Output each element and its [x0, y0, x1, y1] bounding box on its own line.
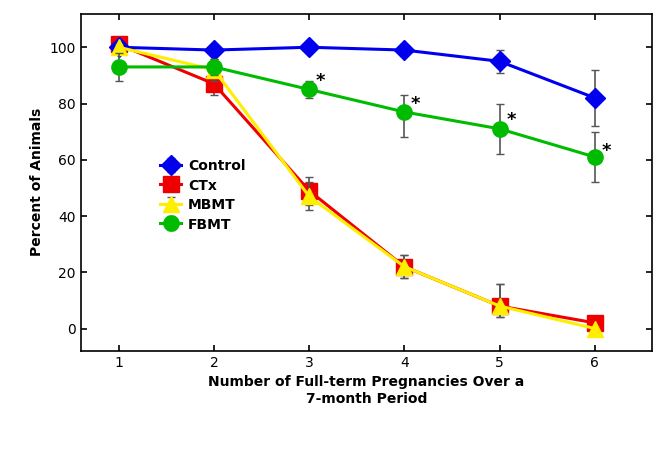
Text: *: *	[506, 112, 515, 130]
Text: *: *	[601, 142, 611, 160]
Y-axis label: Percent of Animals: Percent of Animals	[30, 108, 44, 256]
X-axis label: Number of Full-term Pregnancies Over a
7-month Period: Number of Full-term Pregnancies Over a 7…	[208, 375, 524, 405]
Text: *: *	[411, 94, 421, 112]
Text: *: *	[316, 72, 325, 90]
Legend: Control, CTx, MBMT, FBMT: Control, CTx, MBMT, FBMT	[156, 155, 250, 236]
